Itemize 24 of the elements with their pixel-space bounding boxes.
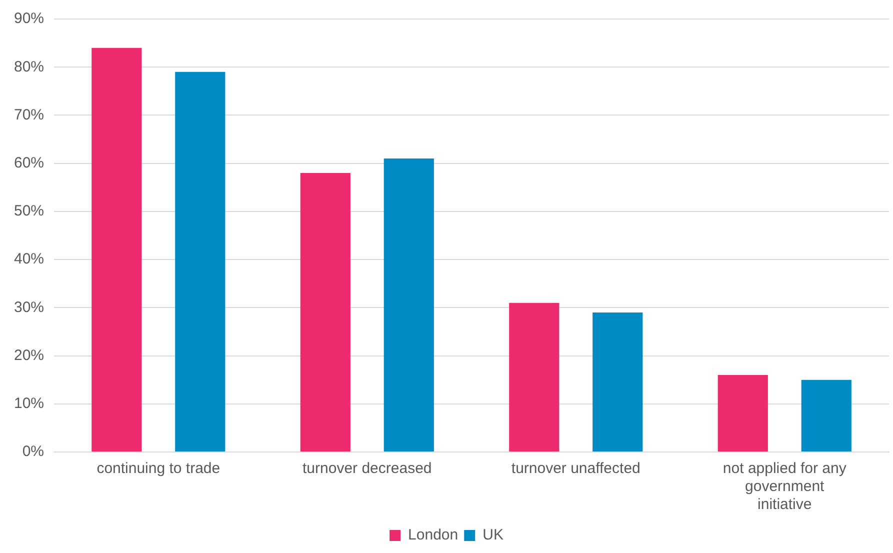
- y-tick-label: 60%: [14, 154, 44, 172]
- bar: [801, 380, 852, 452]
- y-tick-label: 50%: [14, 202, 44, 220]
- y-tick-label: 70%: [14, 106, 44, 124]
- bar: [509, 302, 560, 452]
- x-tick-label: turnover decreased: [302, 460, 432, 478]
- bar: [592, 312, 643, 452]
- y-tick-label: 10%: [14, 395, 44, 412]
- x-tick-label: continuing to trade: [96, 460, 220, 478]
- legend-label: UK: [482, 526, 504, 544]
- x-tick-label: not applied for any government initiative: [722, 460, 847, 514]
- x-tick-label: turnover unaffected: [511, 460, 640, 478]
- bar: [300, 172, 350, 452]
- bar: [718, 375, 768, 452]
- y-tick-label: 80%: [14, 58, 44, 76]
- y-tick-label: 0%: [22, 443, 44, 460]
- bar: [384, 158, 434, 452]
- legend-label: London: [408, 526, 458, 544]
- bar: [175, 72, 226, 452]
- bar: [92, 48, 142, 452]
- y-tick-label: 90%: [14, 10, 44, 28]
- y-tick-label: 40%: [14, 250, 44, 268]
- y-tick-label: 20%: [14, 346, 44, 364]
- y-tick-label: 30%: [14, 298, 44, 316]
